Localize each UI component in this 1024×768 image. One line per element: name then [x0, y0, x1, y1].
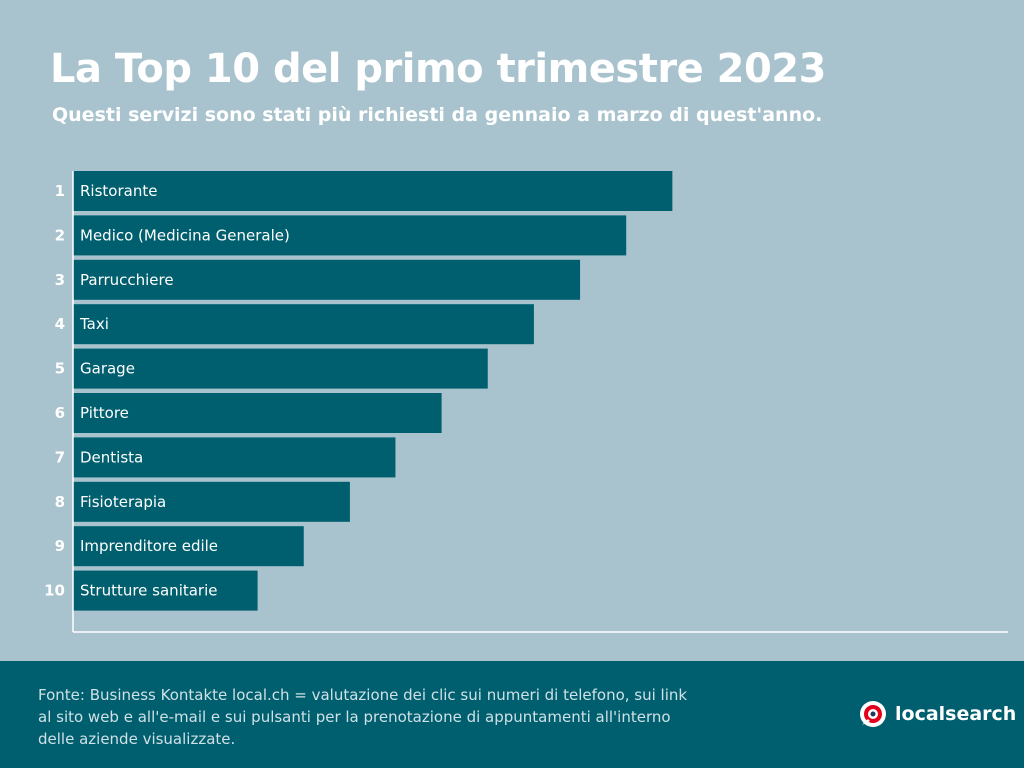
- chart-subtitle: Questi servizi sono stati più richiesti …: [52, 104, 823, 126]
- rank-label: 4: [55, 315, 65, 333]
- bar: [73, 526, 304, 567]
- bar-label: Pittore: [80, 404, 129, 422]
- brand: localsearch: [858, 699, 1016, 729]
- chart-title: La Top 10 del primo trimestre 2023: [50, 46, 826, 92]
- bar-label: Taxi: [79, 315, 109, 333]
- bar-label: Ristorante: [80, 182, 157, 200]
- bar-label: Medico (Medicina Generale): [80, 226, 290, 244]
- footer: Fonte: Business Kontakte local.ch = valu…: [0, 661, 1024, 768]
- bar: [73, 348, 488, 389]
- bar-label: Garage: [80, 360, 135, 378]
- bar: [73, 393, 442, 433]
- rank-label: 9: [55, 537, 65, 555]
- bar-label: Dentista: [80, 448, 143, 466]
- bar: [73, 304, 534, 345]
- localsearch-logo-icon: [860, 701, 886, 727]
- bar: [73, 437, 396, 478]
- rank-label: 10: [44, 582, 65, 600]
- rank-label: 7: [55, 448, 65, 466]
- rank-label: 5: [55, 360, 65, 378]
- bar-label: Strutture sanitarie: [80, 582, 218, 600]
- bar-label: Imprenditore edile: [80, 537, 218, 555]
- source-note: Fonte: Business Kontakte local.ch = valu…: [38, 686, 688, 748]
- rank-label: 6: [55, 404, 65, 422]
- bar: [73, 259, 581, 300]
- bar: [73, 570, 258, 611]
- bar-label: Parrucchiere: [80, 271, 174, 289]
- bar: [73, 171, 673, 211]
- rank-label: 8: [55, 493, 65, 511]
- bar-label: Fisioterapia: [80, 493, 166, 511]
- rank-label: 3: [55, 271, 65, 289]
- bar: [73, 215, 627, 256]
- bar: [73, 481, 350, 522]
- rank-label: 2: [55, 226, 65, 244]
- rank-label: 1: [55, 182, 65, 200]
- brand-name: localsearch: [895, 703, 1017, 725]
